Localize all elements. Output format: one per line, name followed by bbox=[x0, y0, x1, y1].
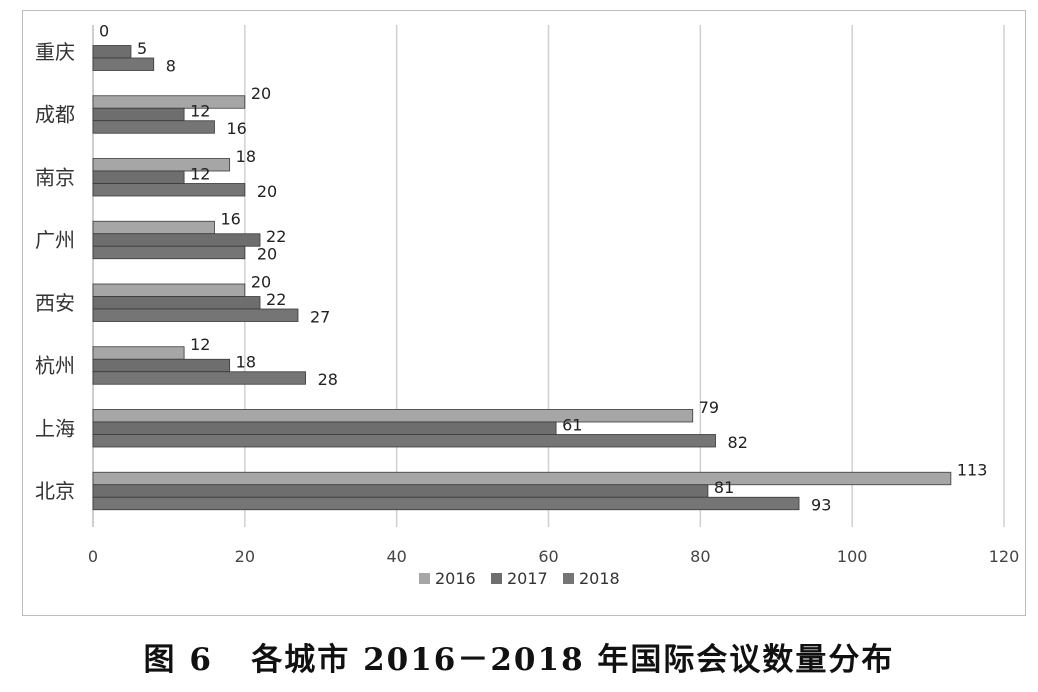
legend-swatch-2017 bbox=[491, 573, 502, 584]
x-tick-label-60: 60 bbox=[538, 547, 558, 566]
bar-西安-2018 bbox=[92, 308, 299, 322]
legend-swatch-2018 bbox=[563, 573, 574, 584]
data-label-北京-2018: 93 bbox=[811, 496, 831, 515]
legend-label-2018: 2018 bbox=[579, 569, 620, 588]
bar-上海-2016 bbox=[92, 409, 694, 423]
data-label-西安-2017: 22 bbox=[266, 290, 286, 309]
category-label-3: 广州 bbox=[35, 228, 75, 252]
bar-成都-2016 bbox=[92, 95, 246, 109]
data-label-重庆-2016: 0 bbox=[99, 21, 109, 40]
data-label-杭州-2016: 12 bbox=[190, 335, 210, 354]
bar-北京-2016 bbox=[92, 471, 952, 486]
bar-广州-2018 bbox=[92, 245, 246, 260]
x-tick-label-20: 20 bbox=[235, 547, 255, 566]
data-label-西安-2016: 20 bbox=[251, 272, 271, 291]
data-label-重庆-2017: 5 bbox=[137, 39, 147, 58]
bar-西安-2017 bbox=[92, 296, 261, 310]
category-label-1: 成都 bbox=[35, 103, 75, 127]
bar-chart: 0 20 40 60 80 100 120 重庆 0 58 成都 20 12 16 南京 18 12 20 广州 16… bbox=[35, 21, 1020, 588]
data-label-成都-2016: 20 bbox=[251, 84, 271, 103]
bar-重庆-2018 bbox=[92, 57, 155, 71]
bar-杭州-2017 bbox=[92, 358, 231, 373]
category-label-2: 南京 bbox=[35, 165, 75, 189]
data-label-上海-2018: 82 bbox=[728, 433, 748, 452]
data-label-南京-2018: 20 bbox=[257, 182, 277, 201]
data-label-杭州-2017: 18 bbox=[236, 353, 256, 372]
data-label-南京-2017: 12 bbox=[190, 164, 210, 183]
data-label-上海-2017: 61 bbox=[562, 415, 582, 434]
data-label-南京-2016: 18 bbox=[236, 147, 256, 166]
category-label-6: 上海 bbox=[35, 416, 75, 440]
bar-南京-2017 bbox=[92, 170, 185, 184]
data-label-广州-2016: 16 bbox=[220, 210, 240, 229]
legend-swatch-2016 bbox=[419, 573, 430, 584]
x-tick-label-100: 100 bbox=[837, 547, 868, 566]
bar-重庆-2017 bbox=[92, 45, 132, 59]
data-label-成都-2018: 16 bbox=[226, 119, 246, 138]
data-label-杭州-2018: 28 bbox=[318, 370, 338, 389]
bar-广州-2016 bbox=[92, 220, 215, 235]
bar-成都-2018 bbox=[92, 120, 215, 134]
data-label-上海-2016: 79 bbox=[699, 398, 719, 417]
x-tick-label-40: 40 bbox=[386, 547, 406, 566]
data-label-广州-2017: 22 bbox=[266, 227, 286, 246]
bar-北京-2017 bbox=[92, 484, 709, 498]
legend-label-2017: 2017 bbox=[507, 569, 548, 588]
x-tick-label-80: 80 bbox=[690, 547, 710, 566]
bar-上海-2017 bbox=[92, 421, 557, 435]
bar-上海-2018 bbox=[92, 434, 716, 448]
chart-frame: 0 20 40 60 80 100 120 重庆 0 5 8 成都 20 12 16 南京 18 12 20 广州 16… bbox=[22, 10, 1026, 616]
data-label-北京-2017: 81 bbox=[714, 478, 734, 497]
data-label-重庆-2018: 8 bbox=[166, 56, 176, 75]
category-label-5: 杭州 bbox=[35, 354, 75, 378]
category-label-0: 重庆 bbox=[35, 40, 75, 64]
x-tick-label-0: 0 bbox=[88, 547, 98, 566]
bar-杭州-2018 bbox=[92, 371, 306, 385]
data-label-西安-2018: 27 bbox=[310, 307, 330, 326]
category-label-7: 北京 bbox=[35, 479, 75, 503]
bar-广州-2017 bbox=[92, 233, 261, 247]
data-label-成都-2017: 12 bbox=[190, 102, 210, 121]
bar-西安-2016 bbox=[92, 283, 246, 297]
bar-杭州-2016 bbox=[92, 346, 185, 360]
bar-北京-2018 bbox=[92, 496, 800, 511]
figure-caption: 图 6 各城市 2016－2018 年国际会议数量分布 bbox=[143, 642, 895, 678]
bar-南京-2018 bbox=[92, 183, 246, 197]
x-tick-label-120: 120 bbox=[989, 547, 1020, 566]
category-label-4: 西安 bbox=[35, 291, 75, 315]
bar-成都-2017 bbox=[92, 107, 185, 122]
legend-label-2016: 2016 bbox=[435, 569, 476, 588]
data-label-北京-2016: 113 bbox=[957, 461, 988, 480]
data-label-广州-2018: 20 bbox=[257, 245, 277, 264]
